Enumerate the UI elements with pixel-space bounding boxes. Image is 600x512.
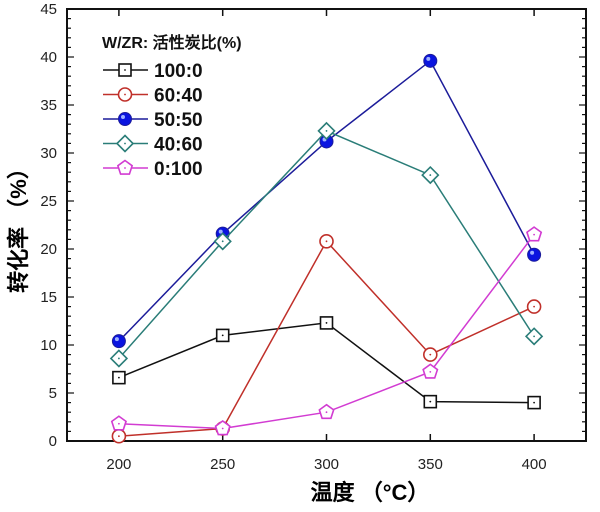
legend-item: 0:100	[103, 159, 203, 180]
y-tick-label: 45	[40, 1, 57, 18]
marker-dot	[429, 353, 432, 356]
marker-dot	[325, 240, 328, 243]
legend-title: W/ZR: 活性炭比(%)	[102, 33, 242, 52]
marker-highlight	[121, 115, 125, 119]
x-tick-label: 250	[210, 456, 235, 473]
legend-label: 50:50	[154, 110, 203, 131]
y-tick-label: 25	[40, 193, 57, 210]
marker-dot	[325, 322, 328, 324]
marker-highlight	[114, 337, 119, 342]
legend-label: 60:40	[154, 86, 203, 107]
x-tick-label: 300	[314, 456, 339, 473]
marker-dot	[533, 335, 535, 338]
y-tick-label: 0	[49, 433, 57, 450]
series-50-50	[111, 53, 542, 349]
plot-frame	[66, 8, 587, 442]
y-axis-label: 转化率 （%）	[6, 157, 31, 293]
legend-label: 100:0	[154, 61, 203, 82]
legend-label: 40:60	[154, 135, 203, 156]
marker-dot	[221, 334, 224, 337]
marker-dot	[221, 240, 224, 243]
x-axis-label: 温度 （°C）	[311, 480, 430, 505]
marker-highlight	[530, 250, 535, 255]
marker-dot	[533, 233, 535, 236]
series-40-60	[109, 121, 544, 368]
y-tick-label: 30	[40, 145, 57, 162]
y-tick-label: 15	[40, 289, 57, 306]
axes: 200 250 300 350 400 0 5 10 15 20 25 30 35 40 45	[40, 1, 587, 473]
marker-dot	[429, 400, 432, 403]
series-60-40	[111, 234, 542, 444]
marker-dot	[533, 401, 535, 404]
series-group	[109, 53, 544, 444]
data-point	[111, 334, 126, 349]
series-100-0	[112, 316, 541, 410]
legend-item: 100:0	[103, 61, 203, 82]
y-tick-label: 20	[40, 241, 57, 258]
marker-dot	[124, 167, 126, 169]
marker-dot	[533, 305, 535, 308]
series-0-100	[110, 226, 543, 436]
series-line	[118, 234, 535, 430]
marker-dot	[118, 357, 120, 360]
marker-dot	[325, 130, 328, 132]
marker-highlight	[218, 229, 223, 234]
data-point	[527, 247, 542, 262]
marker-dot	[325, 411, 328, 414]
marker-dot	[118, 376, 120, 379]
legend-item: 40:60	[103, 134, 203, 156]
marker-dot	[429, 370, 432, 373]
legend-marker	[118, 112, 132, 126]
marker-dot	[429, 174, 432, 176]
y-tick-label: 40	[40, 49, 57, 66]
x-tick-label: 350	[418, 456, 443, 473]
marker-dot	[118, 422, 120, 425]
y-tick-label: 10	[40, 337, 57, 354]
marker-highlight	[426, 56, 431, 61]
legend-label: 0:100	[154, 159, 203, 180]
legend: W/ZR: 活性炭比(%) 100:0 60:40 50:50 40:60 0:100	[102, 33, 242, 180]
marker-dot	[221, 427, 224, 430]
legend-item: 60:40	[103, 86, 203, 107]
y-tick-label: 35	[40, 97, 57, 114]
x-tick-label: 200	[106, 456, 131, 473]
marker-dot	[124, 69, 126, 71]
marker-dot	[118, 435, 120, 438]
data-point	[423, 53, 438, 68]
legend-item: 50:50	[103, 110, 203, 131]
x-tick-label: 400	[522, 456, 547, 473]
marker-dot	[124, 93, 126, 96]
marker-dot	[124, 142, 126, 145]
y-tick-label: 5	[49, 385, 57, 402]
